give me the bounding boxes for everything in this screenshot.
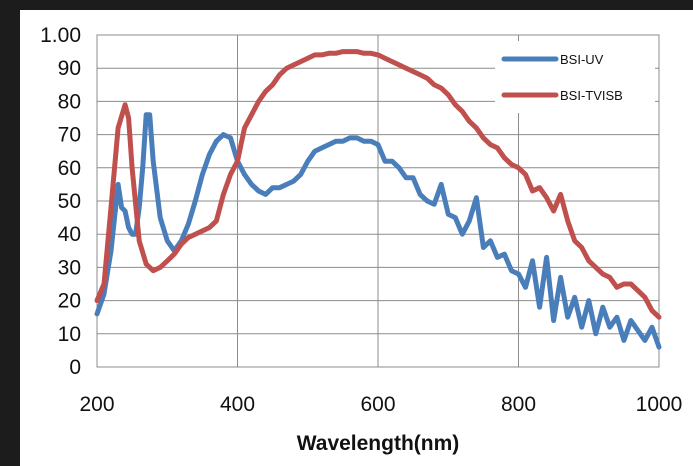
x-tick-label: 400: [220, 393, 255, 416]
y-tick-label: 0: [69, 356, 81, 379]
legend-label-bsi-uv: BSI-UV: [560, 52, 604, 67]
x-tick-label: 1000: [636, 393, 683, 416]
legend-box: [495, 41, 655, 113]
y-tick-label: 80: [58, 90, 81, 113]
series-line-bsi-tvisb: [94, 49, 662, 320]
y-tick-label: 20: [58, 290, 81, 313]
y-tick-labels: 0 10 20 30 40 50 60 70 80 90 1.00: [40, 24, 81, 379]
y-tick-label: 70: [58, 124, 81, 147]
x-tick-label: 200: [79, 393, 114, 416]
series-lines: [94, 49, 662, 350]
series-line-bsi-uv: [94, 112, 662, 350]
y-tick-label: 60: [58, 157, 81, 180]
x-tick-labels: 200 400 600 800 1000: [79, 393, 682, 416]
legend-label-bsi-tvisb: BSI-TVISB: [560, 88, 623, 103]
x-axis-label: Wavelength(nm): [297, 432, 460, 455]
y-tick-label: 90: [58, 57, 81, 80]
y-tick-label: 1.00: [40, 24, 81, 47]
x-tick-label: 600: [360, 393, 395, 416]
x-tick-label: 800: [501, 393, 536, 416]
y-tick-label: 50: [58, 190, 81, 213]
y-tick-label: 40: [58, 223, 81, 246]
y-tick-label: 30: [58, 256, 81, 279]
y-tick-label: 10: [58, 323, 81, 346]
legend: BSI-UV BSI-TVISB: [495, 41, 655, 113]
